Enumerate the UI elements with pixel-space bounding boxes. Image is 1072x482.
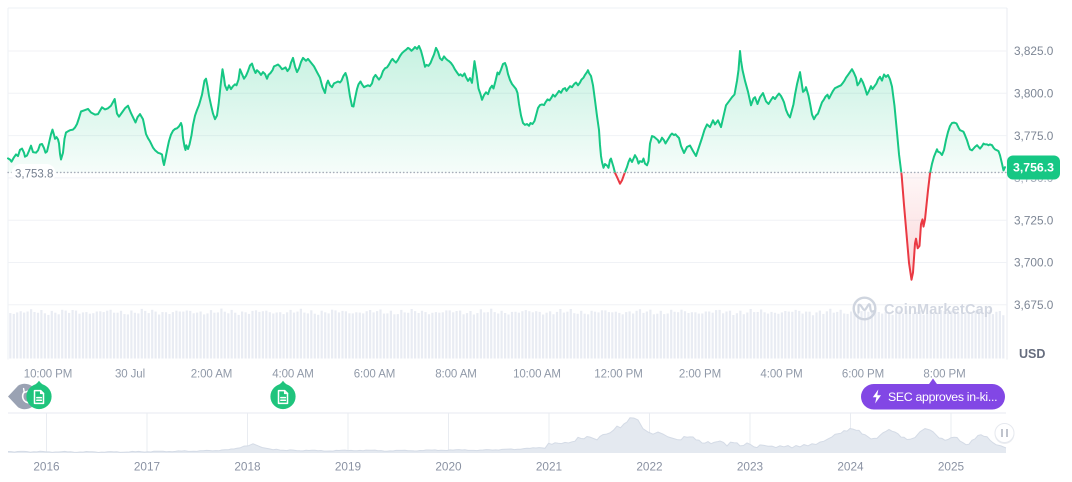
svg-text:10:00 PM: 10:00 PM <box>24 369 72 381</box>
svg-text:2:00 PM: 2:00 PM <box>679 369 721 381</box>
svg-text:30 Jul: 30 Jul <box>115 369 145 381</box>
svg-text:3,675.0: 3,675.0 <box>1014 298 1054 312</box>
svg-text:6:00 PM: 6:00 PM <box>842 369 884 381</box>
svg-text:4:00 AM: 4:00 AM <box>272 369 314 381</box>
svg-text:10:00 AM: 10:00 AM <box>513 369 561 381</box>
svg-text:2021: 2021 <box>536 460 562 474</box>
svg-text:2019: 2019 <box>335 460 361 474</box>
svg-text:3,725.0: 3,725.0 <box>1014 213 1054 227</box>
svg-text:12:00 PM: 12:00 PM <box>594 369 642 381</box>
svg-text:6:00 AM: 6:00 AM <box>354 369 396 381</box>
svg-text:2024: 2024 <box>837 460 864 474</box>
svg-text:3,775.0: 3,775.0 <box>1014 129 1054 143</box>
svg-text:8:00 AM: 8:00 AM <box>435 369 477 381</box>
svg-text:2022: 2022 <box>636 460 662 474</box>
svg-text:2017: 2017 <box>134 460 160 474</box>
svg-text:2025: 2025 <box>938 460 965 474</box>
svg-text:2020: 2020 <box>435 460 462 474</box>
svg-text:2018: 2018 <box>234 460 261 474</box>
svg-text:3,756.3: 3,756.3 <box>1013 161 1054 175</box>
svg-text:CoinMarketCap: CoinMarketCap <box>884 302 993 318</box>
svg-text:3,753.8: 3,753.8 <box>15 169 53 181</box>
svg-text:3,800.0: 3,800.0 <box>1014 87 1054 101</box>
svg-text:2:00 AM: 2:00 AM <box>191 369 233 381</box>
svg-text:3,825.0: 3,825.0 <box>1014 44 1054 58</box>
svg-text:3,700.0: 3,700.0 <box>1014 256 1054 270</box>
svg-text:USD: USD <box>1019 347 1045 361</box>
svg-text:SEC approves in-ki...: SEC approves in-ki... <box>888 390 997 404</box>
svg-text:4:00 PM: 4:00 PM <box>760 369 802 381</box>
svg-text:2016: 2016 <box>33 460 60 474</box>
svg-text:2023: 2023 <box>737 460 764 474</box>
svg-text:8:00 PM: 8:00 PM <box>923 369 965 381</box>
